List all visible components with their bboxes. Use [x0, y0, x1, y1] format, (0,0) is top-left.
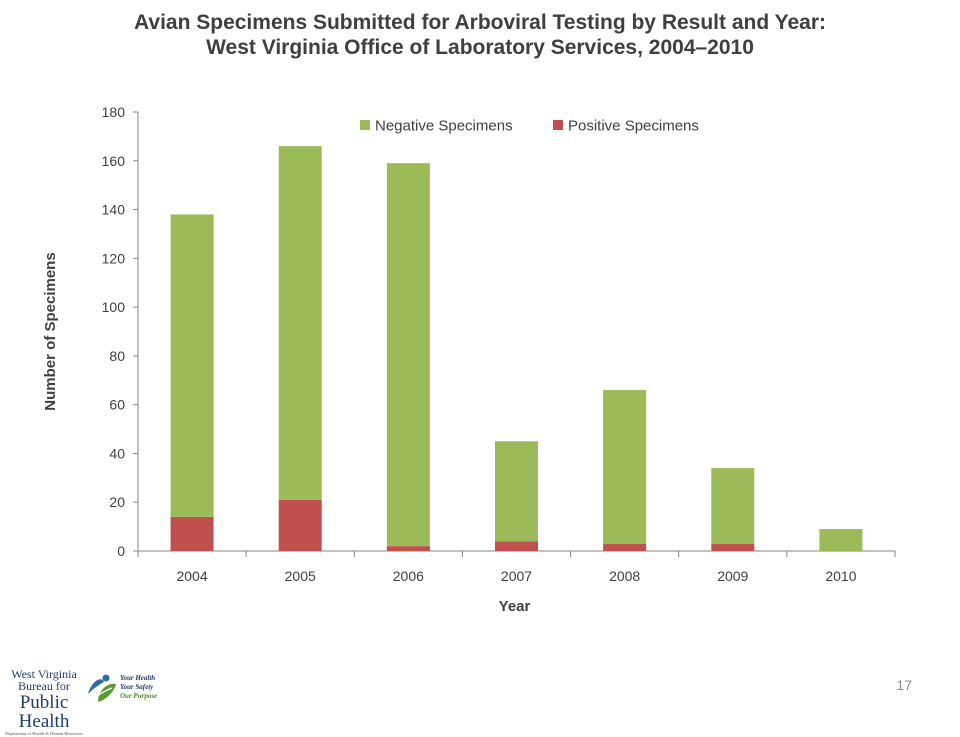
stacked-bar-chart: 0 20 40 60 80 100 120 140 160 180 2004 2005 2006 2007… — [42, 104, 896, 615]
logo-line-3: Public Health — [18, 692, 70, 732]
bar-positive-2004 — [170, 516, 214, 551]
y-tick-label: 40 — [109, 445, 125, 461]
logo-tag-2: Your Safety — [120, 683, 154, 691]
logo-tagline: Your Health Your Safety Our Purpose — [120, 674, 157, 701]
y-tick-label: 160 — [102, 153, 126, 169]
x-axis-title: Year — [499, 598, 531, 615]
bar-negative-2006 — [386, 163, 430, 547]
bar-positive-2007 — [495, 541, 538, 551]
bar-negative-2008 — [603, 390, 647, 544]
y-tick-label: 80 — [109, 348, 125, 364]
logo-line-2: Bureau for — [18, 679, 70, 693]
x-tick-label: 2004 — [176, 568, 207, 584]
y-tick-label: 60 — [109, 397, 125, 413]
x-tick-label: 2006 — [393, 568, 424, 584]
bar-negative-2007 — [495, 441, 538, 542]
logo-line-1: West Virginia — [11, 667, 77, 681]
title-line-2: West Virginia Office of Laboratory Servi… — [206, 36, 754, 59]
x-tick-label: 2008 — [609, 568, 640, 584]
bar-positive-2009 — [711, 543, 755, 551]
logo-tag-3: Our Purpose — [120, 692, 158, 700]
x-tick-label: 2005 — [285, 568, 316, 584]
legend-label-2: Positive Specimens — [568, 118, 699, 135]
bar-positive-2008 — [603, 543, 647, 551]
x-tick-label: 2007 — [501, 568, 532, 584]
bar-positive-2005 — [278, 499, 322, 551]
bar-negative-2009 — [711, 468, 755, 544]
logo-tag-1: Your Health — [120, 674, 156, 682]
logo-text: West Virginia Bureau for Public Health D… — [2, 668, 86, 737]
slide-number: 17 — [896, 677, 912, 693]
bar-negative-2005 — [278, 146, 322, 500]
x-tick-label: 2010 — [825, 568, 856, 584]
leaf-figure-icon — [88, 674, 116, 702]
y-tick-label: 120 — [102, 250, 126, 266]
y-tick-label: 140 — [102, 202, 126, 218]
logo-line-4: Department of Health & Human Resources — [5, 731, 83, 736]
bar-positive-2006 — [386, 546, 430, 551]
title-line-1: Avian Specimens Submitted for Arboviral … — [134, 11, 826, 34]
legend-swatch-1 — [360, 120, 370, 130]
legend-label-1: Negative Specimens — [375, 118, 513, 135]
legend-swatch-2 — [553, 120, 563, 130]
bar-negative-2004 — [170, 214, 214, 517]
y-tick-label: 0 — [117, 543, 125, 559]
y-tick-label: 100 — [102, 299, 126, 315]
y-axis-title: Number of Specimens — [42, 252, 59, 410]
organization-logo: West Virginia Bureau for Public Health D… — [2, 668, 172, 736]
bar-negative-2010 — [819, 529, 863, 551]
y-tick-label: 20 — [109, 494, 125, 510]
x-tick-label: 2009 — [717, 568, 748, 584]
slide-title: Avian Specimens Submitted for Arboviral … — [0, 10, 960, 60]
y-tick-label: 180 — [102, 104, 126, 120]
